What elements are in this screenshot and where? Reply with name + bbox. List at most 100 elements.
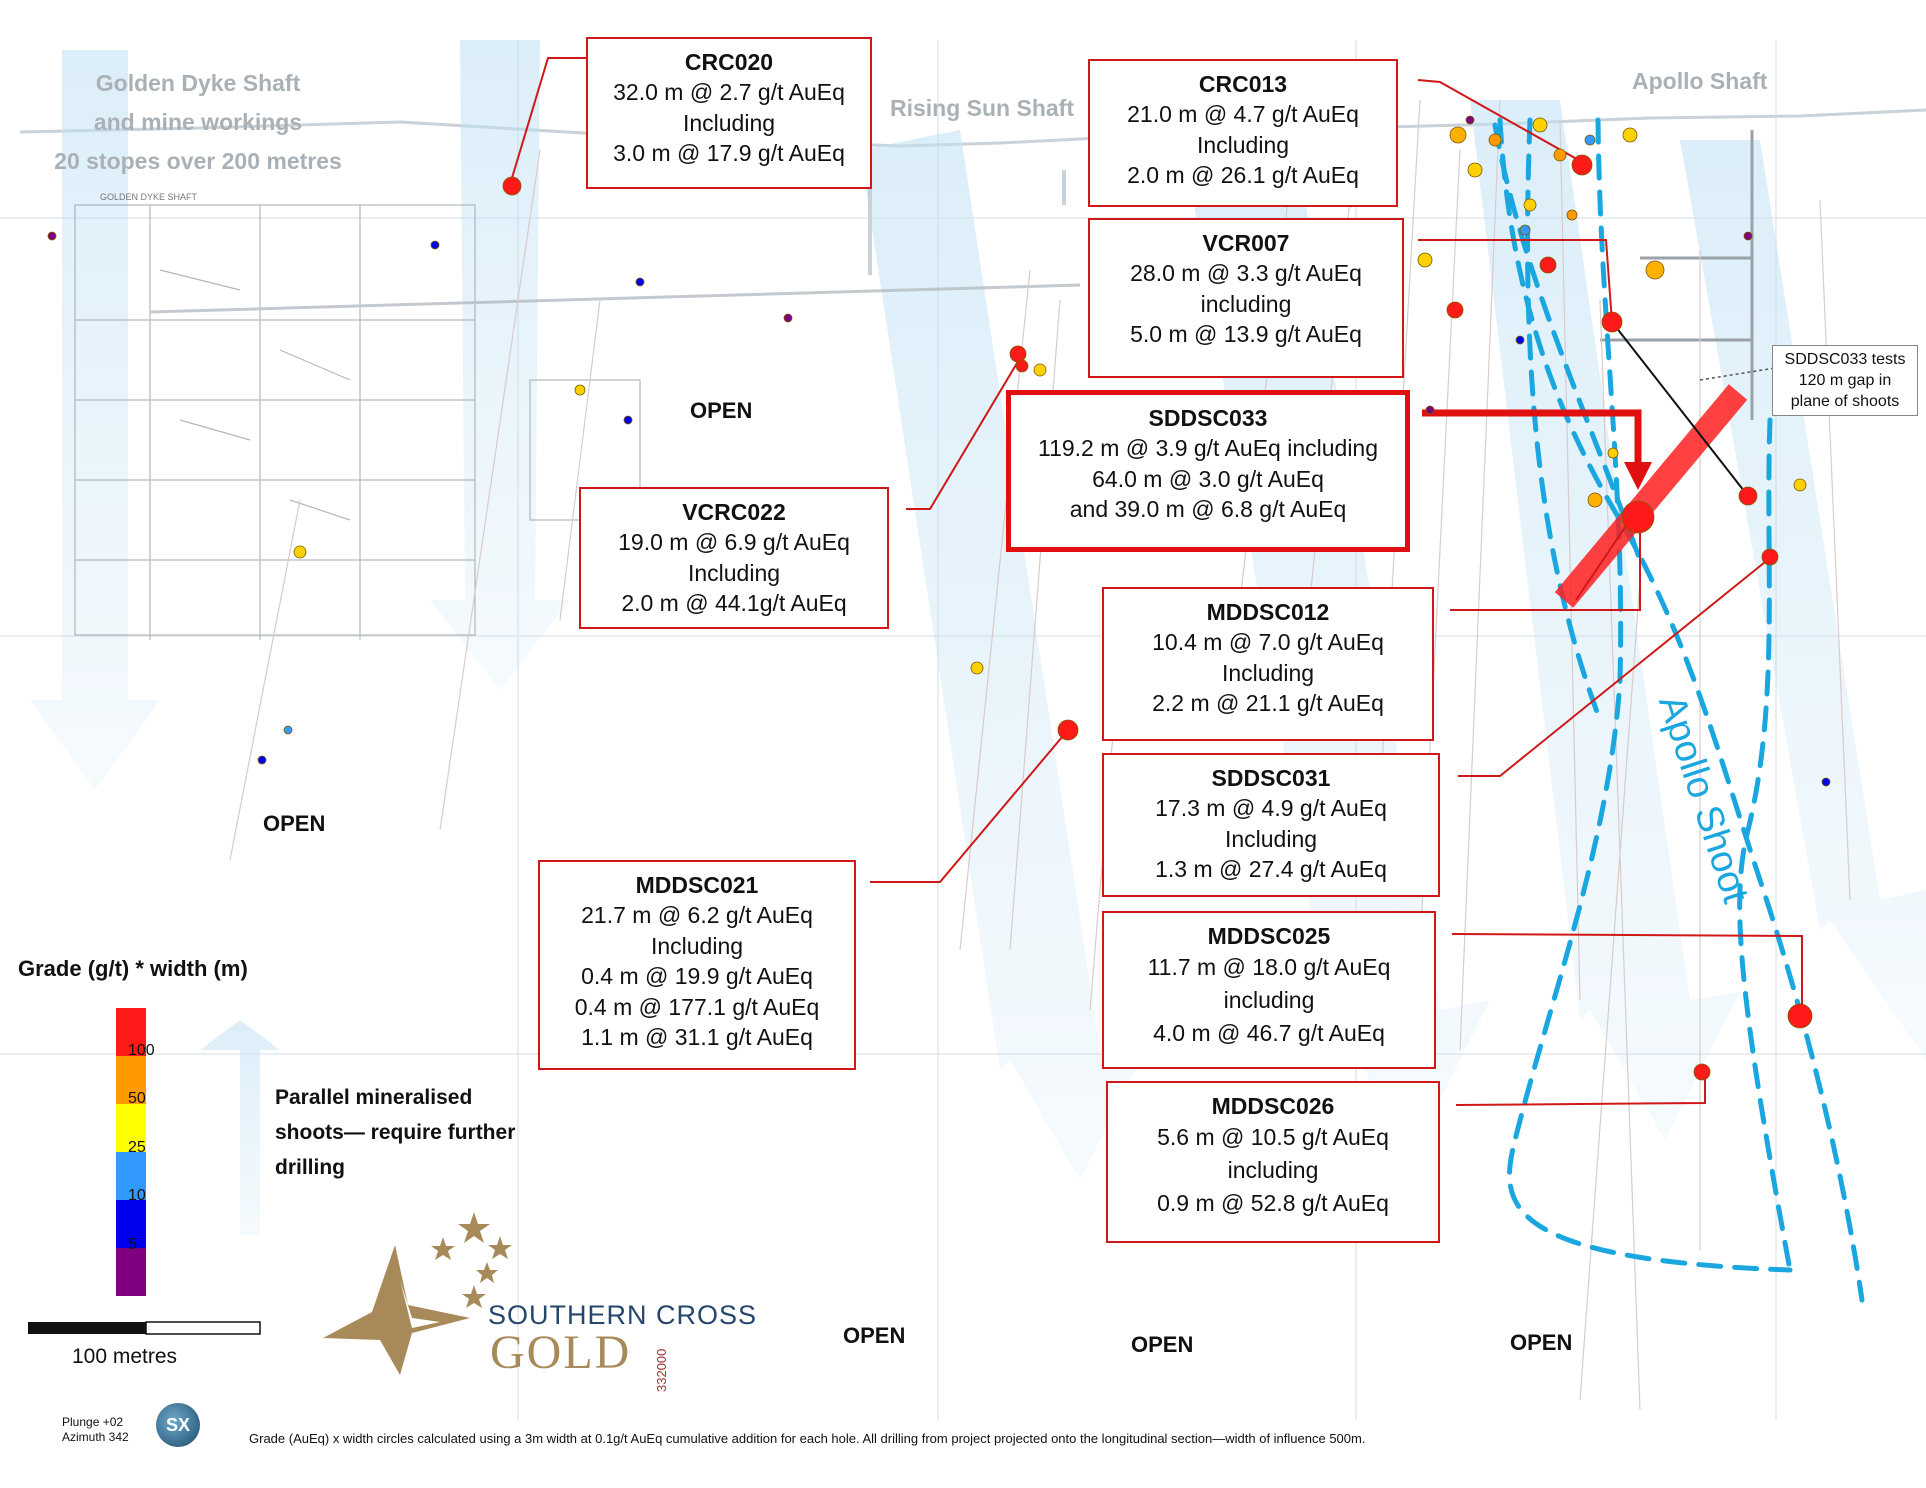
- intercept-line: 119.2 m @ 3.9 g/t AuEq including: [1037, 435, 1379, 461]
- intercept-line: Including: [1221, 659, 1315, 686]
- intercept-line: 3.0 m @ 17.9 g/t AuEq: [613, 140, 845, 166]
- intercept-box-mddsc012: MDDSC012 10.4 m @ 7.0 g/t AuEq Including…: [1102, 587, 1434, 741]
- legend-swatch-25: [116, 1104, 146, 1152]
- old-plan-label: GOLDEN DYKE SHAFT: [100, 192, 198, 202]
- callout-line: 120 m gap in: [1798, 372, 1892, 389]
- hole-id: MDDSC025: [1207, 923, 1331, 949]
- footnote: Grade (AuEq) x width circles calculated …: [249, 1431, 1366, 1446]
- intercept-line: 1.1 m @ 31.1 g/t AuEq: [581, 1024, 813, 1050]
- legend-tick: 100: [128, 1042, 155, 1059]
- intercept-line: 4.0 m @ 46.7 g/t AuEq: [1153, 1020, 1385, 1046]
- sddsc033-leader-arrow: [1422, 409, 1642, 465]
- intercept-box-vcr007: VCR007 28.0 m @ 3.3 g/t AuEq including 5…: [1088, 218, 1404, 378]
- intercept-line: 5.0 m @ 13.9 g/t AuEq: [1130, 321, 1362, 347]
- sddsc033-arrowhead: [1624, 462, 1652, 490]
- legend-colorbar: [116, 1008, 146, 1296]
- callout-dotted-line: [1699, 367, 1776, 381]
- legend-swatch-50: [116, 1056, 146, 1104]
- hole-id: SDDSC031: [1211, 765, 1331, 791]
- intercept-line: Including: [1196, 131, 1290, 158]
- intercept-line: 0.4 m @ 177.1 g/t AuEq: [574, 993, 820, 1020]
- intercept-line: including: [1227, 1157, 1319, 1183]
- legend-tick: 50: [128, 1090, 146, 1107]
- legend-tick: 10: [128, 1187, 146, 1204]
- legend-swatch-low: [116, 1248, 146, 1296]
- intercept-line: 21.7 m @ 6.2 g/t AuEq: [581, 902, 813, 928]
- golden-dyke-shaft-label: Golden Dyke Shaft and mine workings 20 s…: [48, 64, 348, 181]
- intercept-line: and 39.0 m @ 6.8 g/t AuEq: [1069, 496, 1347, 522]
- intercept-box-mddsc025: MDDSC025 11.7 m @ 18.0 g/t AuEq includin…: [1102, 911, 1436, 1069]
- intercept-line: including: [1223, 987, 1315, 1013]
- callout-line: SDDSC033 tests: [1784, 351, 1906, 368]
- intercept-box-crc013: CRC013 21.0 m @ 4.7 g/t AuEq Including 2…: [1088, 59, 1398, 207]
- intercept-box-crc020: CRC020 32.0 m @ 2.7 g/t AuEq Including 3…: [586, 37, 872, 189]
- hole-id: SDDSC033: [1148, 405, 1268, 431]
- shoot-arrows: [30, 40, 1926, 1235]
- legend-swatch-5: [116, 1200, 146, 1248]
- golden-dyke-workings: [74, 204, 1081, 640]
- leader-lines: [511, 57, 1803, 1106]
- golden-dyke-line-2: and mine workings: [93, 109, 303, 135]
- orientation-label: Plunge +02 Azimuth 342: [62, 1415, 129, 1445]
- hole-id: VCRC022: [682, 499, 786, 525]
- apollo-shaft-label: Apollo Shaft: [1632, 68, 1768, 94]
- intercept-box-mddsc021: MDDSC021 21.7 m @ 6.2 g/t AuEq Including…: [538, 860, 856, 1070]
- intercept-box-vcrc022: VCRC022 19.0 m @ 6.9 g/t AuEq Including …: [579, 487, 889, 629]
- scale-bar-label: 100 metres: [72, 1345, 178, 1368]
- intercept-line: 28.0 m @ 3.3 g/t AuEq: [1130, 260, 1362, 286]
- note-line: shoots— require further: [275, 1121, 516, 1144]
- plunge-text: Plunge +02: [62, 1415, 124, 1429]
- open-label: OPEN: [690, 398, 753, 423]
- legend-tick: 25: [128, 1139, 146, 1156]
- callout-line: plane of shoots: [1790, 393, 1900, 410]
- open-label: OPEN: [263, 811, 326, 836]
- hole-id: CRC013: [1198, 71, 1288, 97]
- topography-line: [19, 108, 1926, 148]
- golden-dyke-line-1: Golden Dyke Shaft: [95, 70, 301, 96]
- legend-swatch-100: [116, 1008, 146, 1056]
- note-line: Parallel mineralised: [275, 1086, 473, 1109]
- hole-id: MDDSC012: [1206, 599, 1330, 625]
- open-label: OPEN: [843, 1323, 906, 1348]
- apollo-shoot-outline: [1492, 117, 1865, 1303]
- sddsc033-gap-callout: SDDSC033 tests 120 m gap in plane of sho…: [1772, 345, 1918, 416]
- brand-star-logo: [323, 1212, 512, 1375]
- intercept-box-mddsc026: MDDSC026 5.6 m @ 10.5 g/t AuEq including…: [1106, 1081, 1440, 1243]
- vcr007-black-line: [1611, 321, 1749, 497]
- company-badge: SX: [156, 1403, 200, 1447]
- intercept-line: 2.0 m @ 44.1g/t AuEq: [621, 590, 847, 616]
- intercept-line: including: [1200, 290, 1292, 317]
- hole-id: CRC020: [684, 49, 774, 75]
- hole-id: MDDSC021: [635, 872, 759, 898]
- intercept-line: 17.3 m @ 4.9 g/t AuEq: [1155, 795, 1387, 821]
- intercept-line: 0.9 m @ 52.8 g/t AuEq: [1157, 1190, 1389, 1216]
- open-label: OPEN: [1131, 1332, 1194, 1357]
- intercept-line: Including: [650, 932, 744, 959]
- hole-id: VCR007: [1202, 230, 1290, 256]
- intercept-line: 2.0 m @ 26.1 g/t AuEq: [1127, 162, 1359, 188]
- legend-title: Grade (g/t) * width (m): [18, 956, 248, 981]
- easting-label: 332000: [654, 1348, 669, 1392]
- open-label: OPEN: [1510, 1330, 1573, 1355]
- legend-swatch-10: [116, 1152, 146, 1200]
- intercept-line: Including: [687, 559, 781, 586]
- intercept-line: 1.3 m @ 27.4 g/t AuEq: [1155, 856, 1387, 882]
- azimuth-text: Azimuth 342: [62, 1430, 129, 1444]
- intercept-line: 0.4 m @ 19.9 g/t AuEq: [581, 963, 813, 989]
- intercept-line: 21.0 m @ 4.7 g/t AuEq: [1127, 101, 1359, 127]
- hole-id: MDDSC026: [1211, 1093, 1335, 1119]
- legend-tick: 5: [128, 1236, 137, 1253]
- intercept-line: 64.0 m @ 3.0 g/t AuEq: [1092, 465, 1324, 492]
- scale-bar: [28, 1321, 261, 1335]
- intercept-line: 32.0 m @ 2.7 g/t AuEq: [613, 79, 845, 105]
- intercept-line: Including: [1224, 825, 1318, 852]
- note-line: drilling: [275, 1156, 345, 1179]
- brand-name-line-1: SOUTHERN CROSS: [488, 1300, 758, 1330]
- intercept-line: 10.4 m @ 7.0 g/t AuEq: [1152, 629, 1384, 655]
- intercept-line: 11.7 m @ 18.0 g/t AuEq: [1147, 954, 1391, 980]
- intercept-line: 2.2 m @ 21.1 g/t AuEq: [1152, 690, 1384, 716]
- intercept-line: 5.6 m @ 10.5 g/t AuEq: [1157, 1124, 1389, 1150]
- intercept-line: 19.0 m @ 6.9 g/t AuEq: [618, 529, 850, 555]
- golden-dyke-line-3: 20 stopes over 200 metres: [54, 148, 342, 174]
